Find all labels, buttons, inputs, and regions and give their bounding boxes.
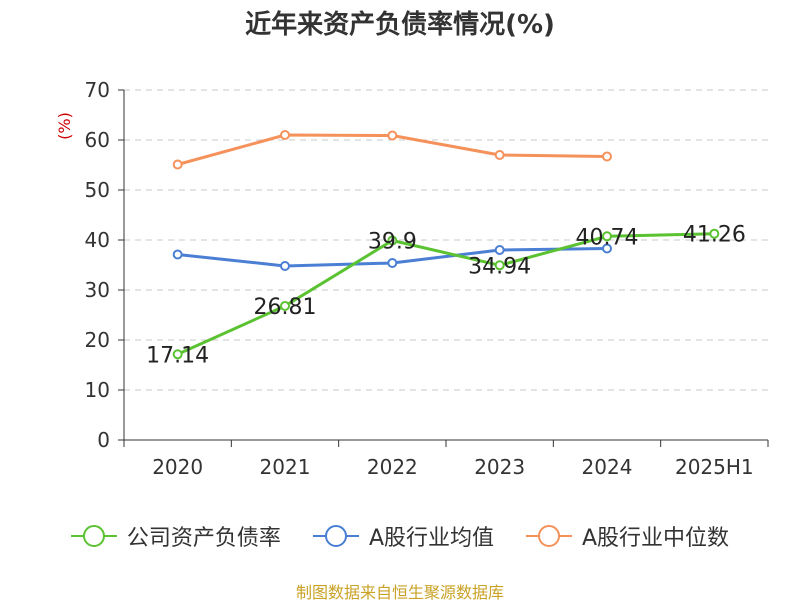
data-point: [494, 260, 505, 271]
legend-label: 公司资产负债率: [126, 526, 281, 551]
data-point: [387, 258, 398, 268]
data-label: 39.9: [368, 230, 417, 255]
axes: 0 10 20 30 40 50 60 70 2020 2021 2022 2023 2024 2025H…: [85, 78, 769, 479]
x-tick-label: 2025H1: [675, 455, 754, 479]
y-tick-label: 0: [97, 428, 110, 452]
data-label: 34.94: [468, 254, 531, 279]
series-line: [177, 232, 715, 356]
legend-swatch: [312, 525, 359, 547]
data-point: [172, 159, 183, 170]
data-point: [602, 151, 612, 162]
x-tick-label: 2023: [474, 455, 525, 479]
y-tick-label: 60: [85, 128, 110, 152]
legend-item: A股行业均值: [312, 520, 494, 552]
y-tick-label: 50: [85, 178, 110, 202]
data-point: [602, 243, 612, 254]
chart-title: 近年来资产负债率情况(%): [245, 10, 555, 40]
legend-label: A股行业均值: [368, 526, 494, 551]
data-point: [602, 231, 612, 242]
legend-marker: [82, 525, 105, 547]
legend-label: A股行业中位数: [582, 526, 730, 551]
data-label: 17.14: [146, 343, 209, 368]
x-tick-label: 2020: [152, 455, 203, 479]
data-point: [280, 130, 290, 140]
x-tick-label: 2021: [260, 455, 311, 479]
data-point: [280, 300, 290, 311]
x-tick-label: 2022: [367, 455, 418, 479]
data-point: [387, 235, 398, 246]
y-tick-label: 20: [85, 328, 110, 352]
legend-swatch: [526, 525, 572, 547]
data-label: 40.74: [576, 225, 639, 250]
data-point: [387, 130, 398, 141]
data-labels: 17.14 26.81 39.9 34.94 40.74 41.26: [146, 223, 746, 369]
y-tick-label: 40: [85, 228, 110, 252]
x-tick-label: 2024: [582, 455, 633, 479]
data-point: [172, 249, 183, 260]
legend-item: A股行业中位数: [526, 520, 729, 552]
data-label: 41.26: [683, 223, 746, 248]
legend-item: 公司资产负债率: [70, 520, 281, 552]
y-axis-label: (%): [55, 112, 74, 140]
source-note: 制图数据来自恒生聚源数据库: [295, 583, 504, 602]
data-point: [709, 228, 720, 239]
data-point: [494, 245, 505, 255]
series: [172, 130, 720, 360]
y-tick-label: 10: [85, 378, 110, 402]
legend-swatch: [70, 525, 117, 547]
data-point: [280, 261, 290, 271]
data-point: [172, 349, 183, 360]
y-tick-label: 30: [85, 278, 110, 302]
data-point: [494, 150, 505, 160]
grid-lines: [124, 89, 768, 391]
legend-marker: [538, 525, 560, 547]
legend-marker: [324, 525, 347, 547]
y-tick-label: 70: [85, 78, 110, 102]
legend: 公司资产负债率 A股行业均值 A股行业中位数: [0, 520, 800, 552]
data-label: 26.81: [254, 295, 317, 320]
